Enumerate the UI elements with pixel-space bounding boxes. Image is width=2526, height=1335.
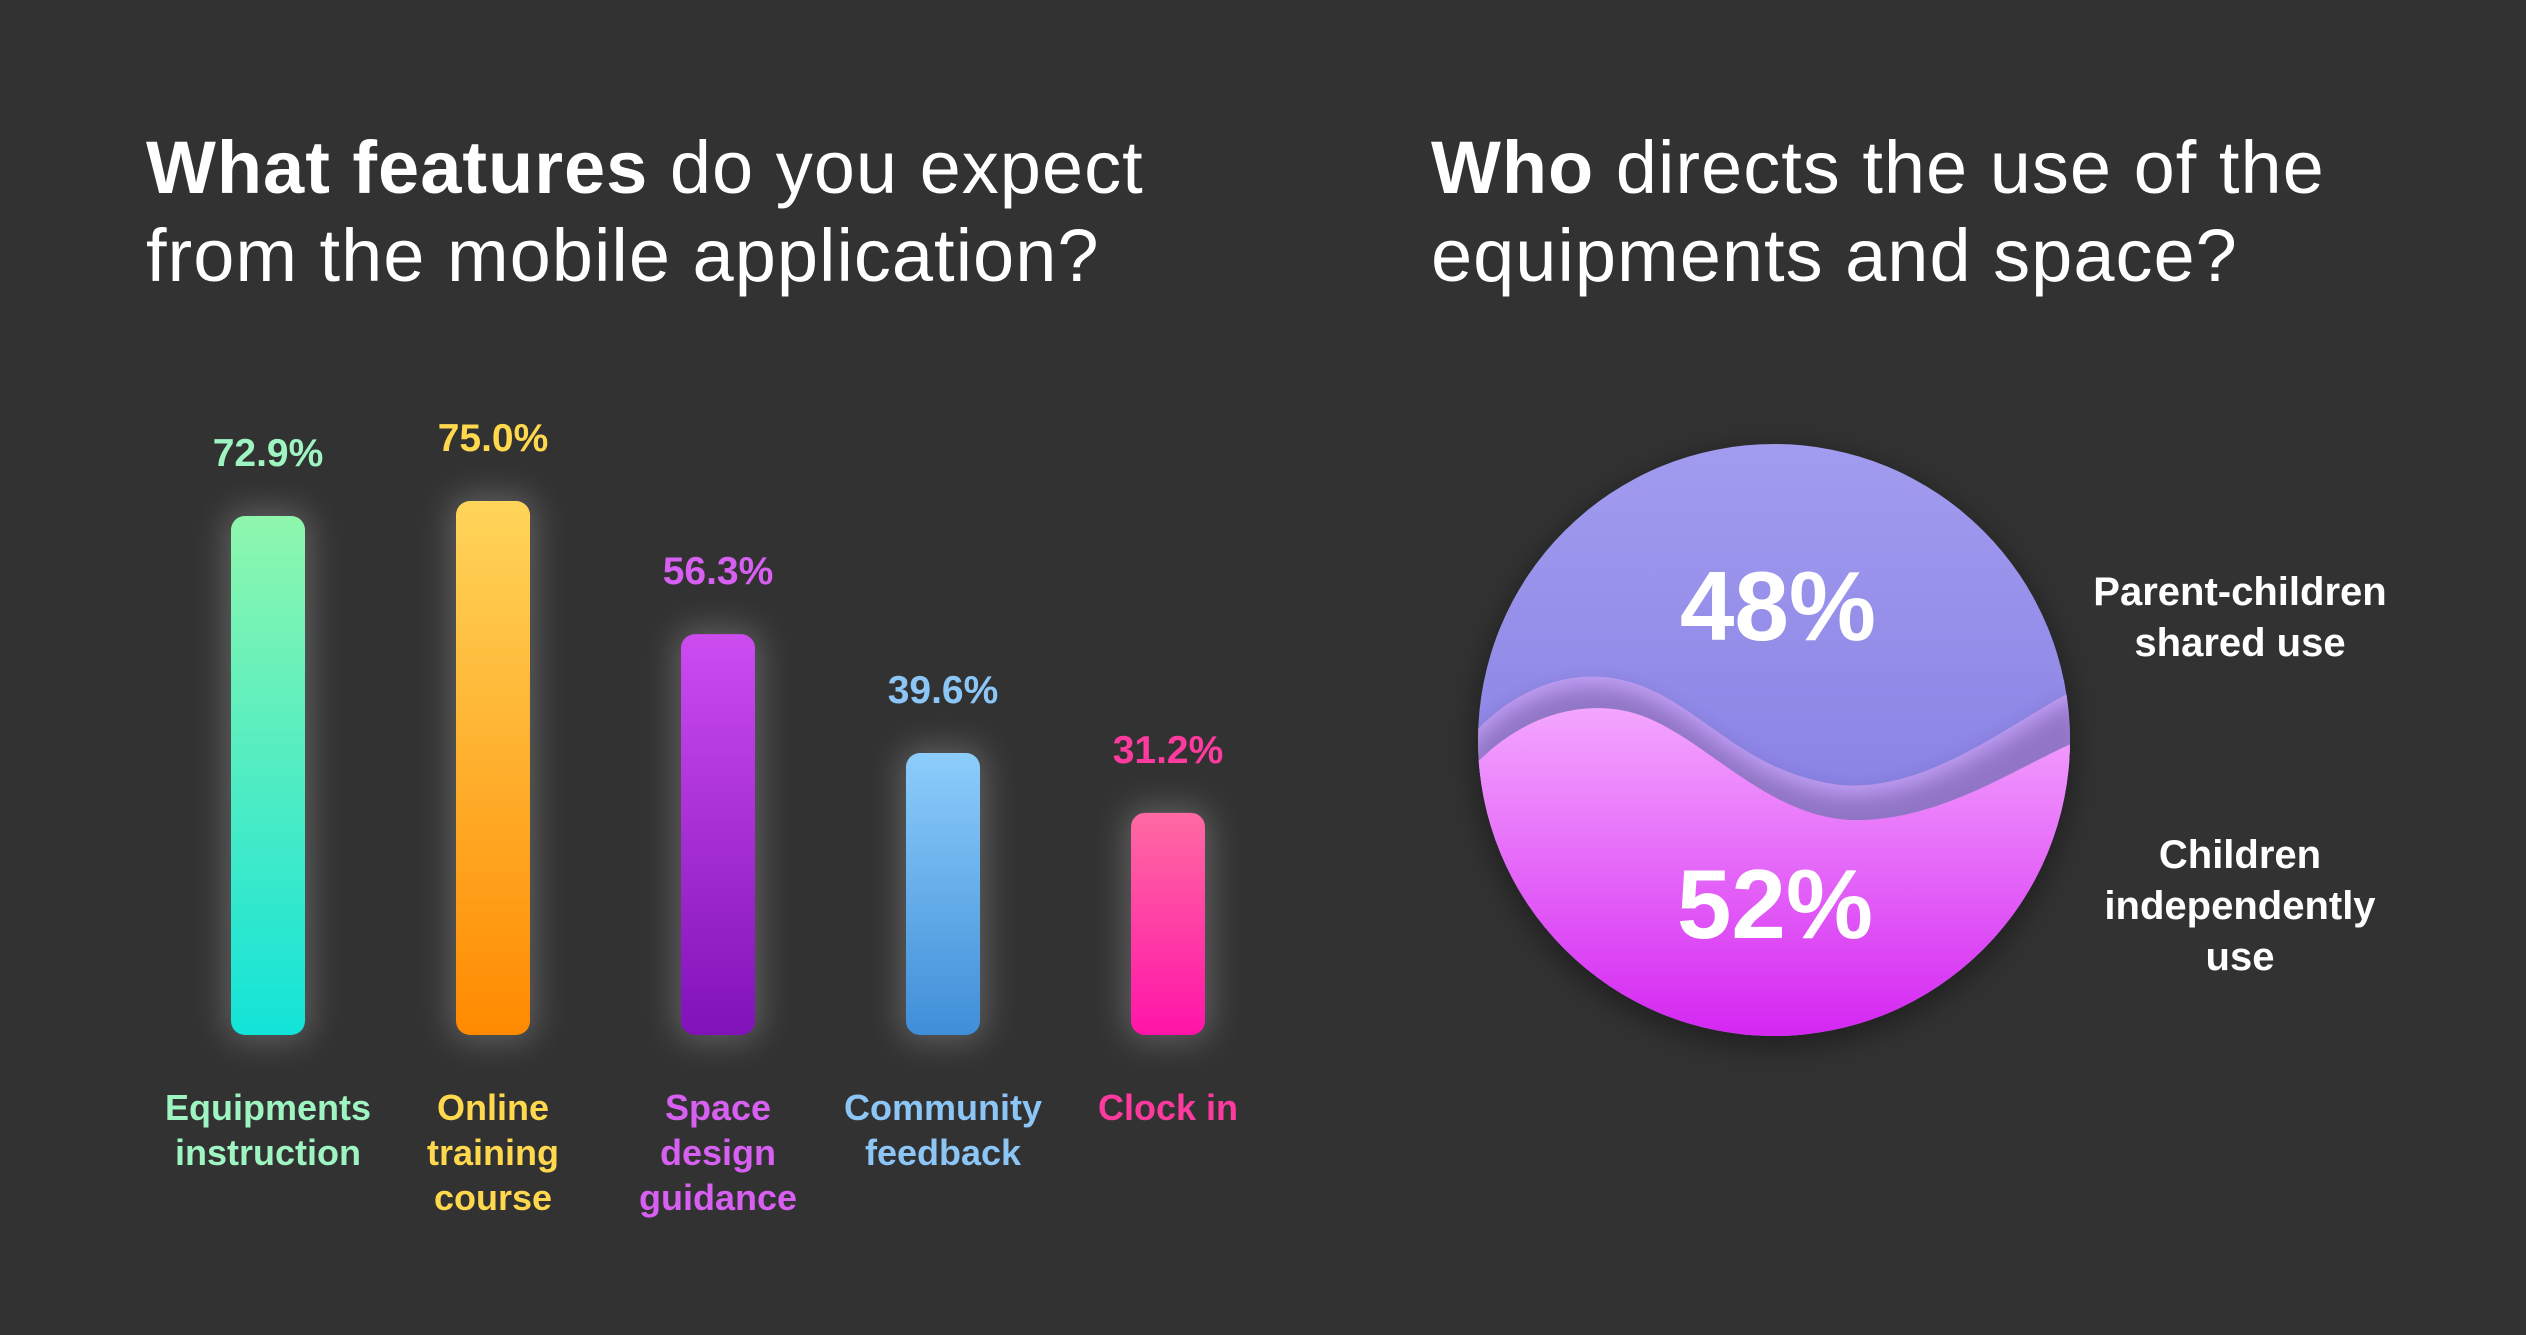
bar-value-label-2: 56.3% <box>663 550 774 593</box>
bar-1 <box>456 501 530 1035</box>
pie-value-label-0: 48% <box>1680 551 1876 661</box>
bar-chart-title-bold: What features <box>146 126 649 209</box>
bar-value-label-4: 31.2% <box>1113 729 1224 772</box>
bar-chart-title-rest: do you expect from the mobile applicatio… <box>146 126 1144 297</box>
pie-body <box>1478 444 2070 1036</box>
bar-category-label-1: Online training course <box>427 1087 559 1218</box>
bar-value-label-0: 72.9% <box>213 432 324 475</box>
pie-chart-title-rest: directs the use of the equipments and sp… <box>1431 126 2325 297</box>
bar-2 <box>681 634 755 1035</box>
bar-3 <box>906 753 980 1035</box>
pie-chart-title-bold: Who <box>1431 126 1595 209</box>
bar-4 <box>1131 812 1205 1035</box>
bar-value-label-3: 39.6% <box>888 669 999 712</box>
pie-segment-children <box>1478 708 2070 1036</box>
pie-legend-label-0: Parent-children shared use <box>2093 570 2387 665</box>
bar-category-label-3: Community feedback <box>844 1087 1042 1173</box>
bar-category-label-0: Equipments instruction <box>164 1087 371 1173</box>
bar-0 <box>231 515 305 1035</box>
pie-legend-label-1: Children independently use <box>2104 833 2376 979</box>
pie-value-label-1: 52% <box>1677 849 1873 959</box>
bar-value-label-1: 75.0% <box>438 417 549 460</box>
bar-chart-title: What features do you expect from the mob… <box>146 124 1296 300</box>
bar-chart: 72.9% 75.0% 56.3% 39.6% 31.2% <box>213 417 1224 1041</box>
bar-category-label-4: Clock in <box>1097 1087 1239 1128</box>
bar-category-label-2: Space design guidance <box>638 1087 798 1218</box>
pie-chart-title: Who directs the use of the equipments an… <box>1431 124 2481 300</box>
